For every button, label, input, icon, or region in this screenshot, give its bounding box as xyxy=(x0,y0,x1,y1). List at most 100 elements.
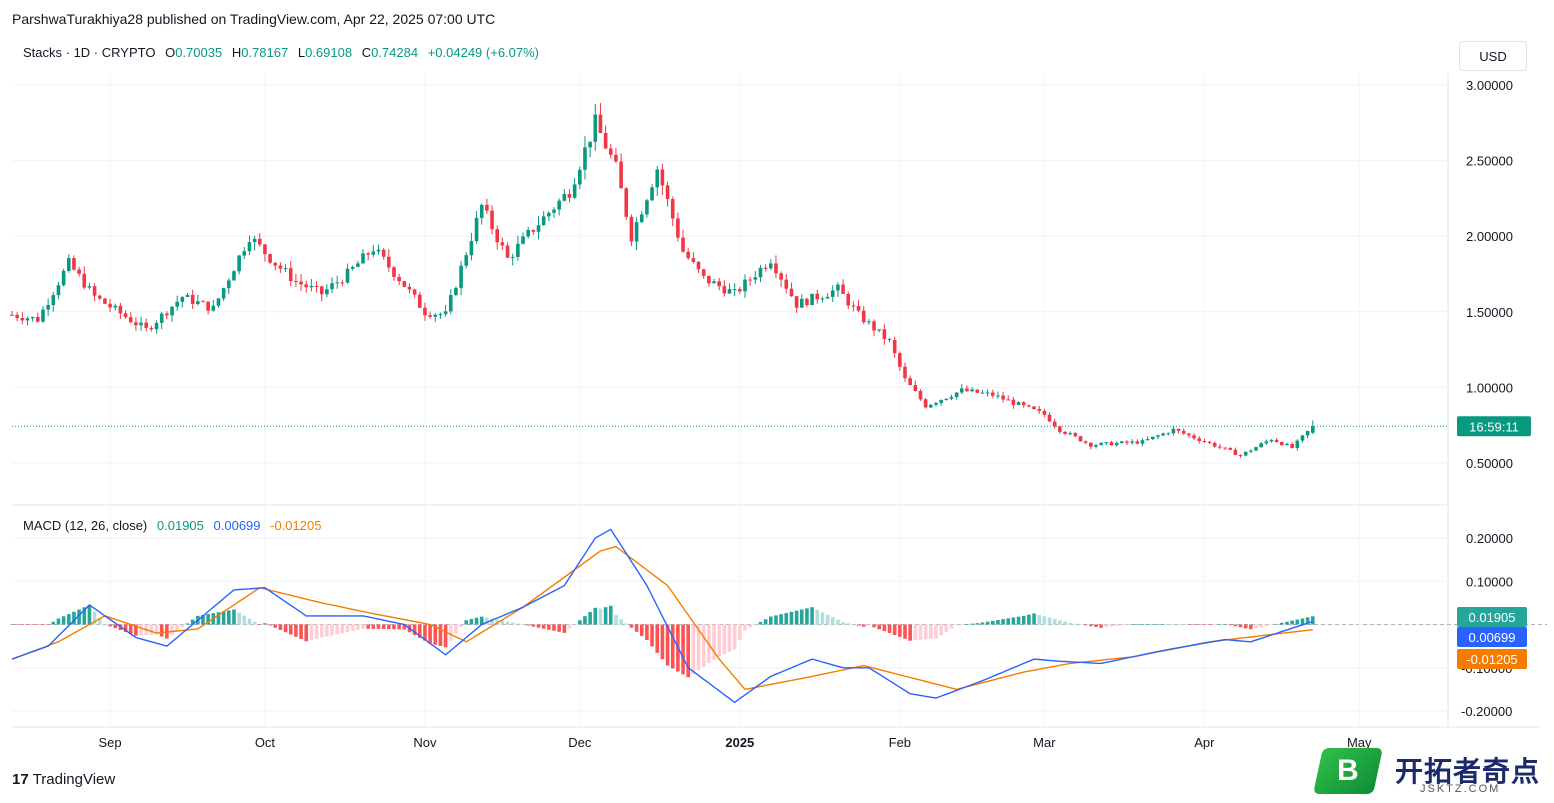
candle-body xyxy=(128,317,133,323)
macd-tick-label: 0.20000 xyxy=(1466,531,1513,546)
macd-hist-bar xyxy=(959,624,964,625)
macd-hist-bar xyxy=(433,624,438,645)
macd-hist-bar xyxy=(552,624,556,631)
candle-body xyxy=(660,169,665,186)
candle-body xyxy=(20,318,25,321)
candle-body xyxy=(913,385,918,392)
candle-body xyxy=(583,147,587,170)
macd-hist-bar xyxy=(1243,624,1248,629)
candle-body xyxy=(325,289,329,295)
macd-hist-bar xyxy=(216,612,221,625)
macd-hist-bar xyxy=(206,614,210,625)
candle-body xyxy=(526,229,530,237)
macd-hist-bar xyxy=(624,623,629,625)
candle-body xyxy=(206,301,210,311)
time-tick-label: Dec xyxy=(568,735,592,750)
macd-hist-bar xyxy=(226,610,231,625)
candle-body xyxy=(743,279,747,292)
macd-hist-bar xyxy=(934,624,938,639)
macd-hist-bar xyxy=(954,624,959,626)
candle-body xyxy=(996,395,1000,397)
price-tick-label: 1.00000 xyxy=(1466,380,1513,395)
macd-hist-bar xyxy=(541,624,546,629)
macd-hist-bar xyxy=(1305,617,1310,625)
price-tick-label: 3.00000 xyxy=(1466,78,1513,93)
candle-body xyxy=(562,194,567,201)
candle-body xyxy=(898,353,902,367)
macd-hist-bar xyxy=(547,624,551,630)
candle-body xyxy=(1140,440,1145,444)
candle-body xyxy=(1249,450,1253,452)
candle-body xyxy=(134,322,138,326)
macd-hist-bar xyxy=(768,616,773,625)
macd-hist-bar xyxy=(536,624,541,628)
macd-hist-bar xyxy=(722,624,727,655)
macd-hist-bar xyxy=(1104,624,1109,628)
macd-hist-bar xyxy=(774,615,778,625)
macd-hist-bar xyxy=(278,624,283,630)
candle-body xyxy=(923,399,928,408)
macd-hist-bar xyxy=(51,621,56,625)
time-tick-label: Mar xyxy=(1033,735,1056,750)
candle-body xyxy=(56,285,61,296)
macd-legend: MACD (12, 26, close) 0.01905 0.00699 -0.… xyxy=(23,518,327,533)
macd-hist-bar xyxy=(268,624,272,626)
candle-body xyxy=(670,199,675,219)
candle-body xyxy=(629,216,634,242)
macd-hist-bar xyxy=(417,624,422,638)
currency-button[interactable]: USD xyxy=(1459,41,1527,71)
candle-body xyxy=(861,310,866,323)
macd-hist-bar xyxy=(572,624,577,625)
macd-hist-bar xyxy=(1073,623,1078,625)
macd-hist-bar xyxy=(20,624,25,625)
macd-hist-bar xyxy=(898,624,902,637)
macd-hist-bar xyxy=(727,624,732,652)
candle-body xyxy=(634,222,639,242)
macd-hist-bar xyxy=(1228,624,1233,626)
candle-body xyxy=(1254,447,1258,451)
macd-hist-bar xyxy=(1192,624,1196,625)
candle-body xyxy=(185,294,190,297)
candle-body xyxy=(97,295,102,299)
macd-hist-bar xyxy=(335,624,339,635)
candle-body xyxy=(428,315,432,317)
macd-hist-bar xyxy=(846,623,851,625)
macd-hist-bar xyxy=(1202,624,1207,625)
candle-body xyxy=(1068,433,1072,435)
macd-hist-bar xyxy=(237,612,241,625)
candle-body xyxy=(232,271,236,281)
candle-body xyxy=(1176,428,1181,431)
candle-body xyxy=(650,187,654,201)
macd-hist-bar xyxy=(1068,622,1072,625)
macd-hist-bar xyxy=(36,624,40,625)
macd-hist-tag-text: 0.01905 xyxy=(1469,610,1516,625)
candle-body xyxy=(87,286,92,288)
macd-hist-bar xyxy=(304,624,309,642)
candle-body xyxy=(510,256,515,258)
candle-body xyxy=(1052,421,1057,427)
tradingview-brand[interactable]: 17 TradingView xyxy=(12,771,115,788)
macd-hist-bar xyxy=(1047,617,1052,625)
macd-hist-bar xyxy=(485,617,489,625)
macd-hist-bar xyxy=(1197,624,1202,625)
macd-hist-bar xyxy=(990,620,995,625)
candle-body xyxy=(691,258,696,262)
candle-body xyxy=(1001,395,1005,400)
candle-body xyxy=(779,273,783,280)
candle-body xyxy=(1130,441,1134,443)
candle-body xyxy=(500,242,505,246)
macd-hist-bar xyxy=(1290,620,1294,625)
macd-hist-bar xyxy=(25,624,30,625)
symbol-label[interactable]: Stacks · 1D · CRYPTO xyxy=(23,45,156,60)
macd-hist-bar xyxy=(1089,624,1093,627)
macd-title[interactable]: MACD (12, 26, close) xyxy=(23,518,148,533)
macd-hist-bar xyxy=(629,624,634,628)
ohlc-open: O0.70035 xyxy=(165,45,223,60)
candle-body xyxy=(810,293,814,306)
time-tick-label: Nov xyxy=(413,735,437,750)
candle-body xyxy=(72,258,76,270)
macd-hist-bar xyxy=(794,610,799,625)
candle-body xyxy=(1233,449,1238,456)
candle-body xyxy=(701,269,706,276)
